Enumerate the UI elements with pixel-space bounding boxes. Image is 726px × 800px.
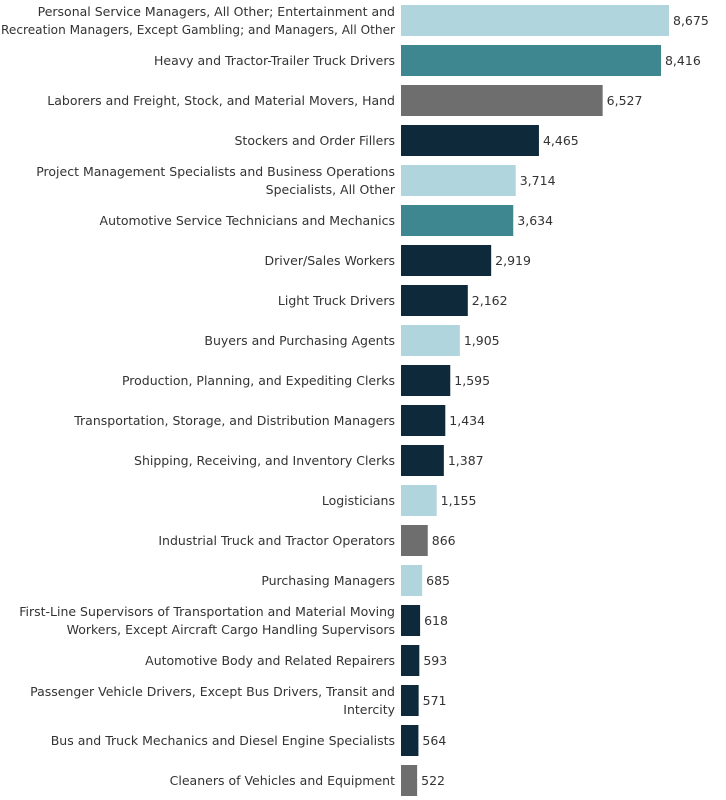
bars-layer bbox=[401, 5, 669, 796]
bar-9 bbox=[401, 365, 451, 396]
category-label-16: Automotive Body and Related Repairers bbox=[145, 653, 395, 668]
value-label-6: 2,919 bbox=[495, 253, 531, 268]
category-label-9: Production, Planning, and Expediting Cle… bbox=[122, 373, 395, 388]
category-label-3: Stockers and Order Fillers bbox=[235, 133, 396, 148]
category-label-12: Logisticians bbox=[322, 493, 395, 508]
value-label-2: 6,527 bbox=[607, 93, 643, 108]
bar-3 bbox=[401, 125, 539, 156]
value-label-4: 3,714 bbox=[520, 173, 556, 188]
bar-15 bbox=[401, 605, 421, 636]
value-label-16: 593 bbox=[423, 653, 447, 668]
bar-10 bbox=[401, 405, 446, 436]
value-label-19: 522 bbox=[421, 773, 445, 788]
bar-13 bbox=[401, 525, 428, 556]
value-label-18: 564 bbox=[422, 733, 446, 748]
value-label-14: 685 bbox=[426, 573, 450, 588]
value-label-10: 1,434 bbox=[449, 413, 485, 428]
category-label-0-line-1: Recreation Managers, Except Gambling; an… bbox=[1, 22, 396, 37]
bar-19 bbox=[401, 765, 418, 796]
category-label-5: Automotive Service Technicians and Mecha… bbox=[100, 213, 395, 228]
bar-7 bbox=[401, 285, 468, 316]
bar-1 bbox=[401, 45, 661, 76]
value-label-0: 8,675 bbox=[673, 13, 709, 28]
value-label-5: 3,634 bbox=[517, 213, 553, 228]
category-label-15-line-0: First-Line Supervisors of Transportation… bbox=[19, 604, 395, 619]
bar-0 bbox=[401, 5, 669, 36]
bar-2 bbox=[401, 85, 603, 116]
category-label-4-line-0: Project Management Specialists and Busin… bbox=[36, 164, 395, 179]
category-label-10: Transportation, Storage, and Distributio… bbox=[73, 413, 395, 428]
bar-18 bbox=[401, 725, 419, 756]
category-labels: Personal Service Managers, All Other; En… bbox=[1, 4, 396, 788]
value-label-3: 4,465 bbox=[543, 133, 579, 148]
category-label-13: Industrial Truck and Tractor Operators bbox=[158, 533, 395, 548]
bar-4 bbox=[401, 165, 516, 196]
category-label-11: Shipping, Receiving, and Inventory Clerk… bbox=[134, 453, 395, 468]
category-label-15-line-1: Workers, Except Aircraft Cargo Handling … bbox=[67, 622, 395, 637]
bar-16 bbox=[401, 645, 420, 676]
bar-5 bbox=[401, 205, 514, 236]
category-label-17-line-1: Intercity bbox=[343, 702, 395, 717]
category-label-17-line-0: Passenger Vehicle Drivers, Except Bus Dr… bbox=[30, 684, 395, 699]
value-label-1: 8,416 bbox=[665, 53, 701, 68]
category-label-6: Driver/Sales Workers bbox=[265, 253, 395, 268]
bar-11 bbox=[401, 445, 444, 476]
bar-12 bbox=[401, 485, 437, 516]
category-label-8: Buyers and Purchasing Agents bbox=[204, 333, 395, 348]
value-label-12: 1,155 bbox=[441, 493, 477, 508]
value-labels: 8,675 8,416 6,527 4,465 3,714 3,634 2,919 2,162… bbox=[421, 13, 709, 788]
category-label-4-line-1: Specialists, All Other bbox=[266, 182, 396, 197]
value-label-17: 571 bbox=[423, 693, 447, 708]
value-label-8: 1,905 bbox=[464, 333, 500, 348]
value-label-9: 1,595 bbox=[454, 373, 490, 388]
category-label-2: Laborers and Freight, Stock, and Materia… bbox=[47, 93, 395, 108]
category-label-19: Cleaners of Vehicles and Equipment bbox=[170, 773, 395, 788]
value-label-11: 1,387 bbox=[448, 453, 484, 468]
bar-6 bbox=[401, 245, 492, 276]
bar-17 bbox=[401, 685, 419, 716]
value-label-13: 866 bbox=[432, 533, 456, 548]
value-label-7: 2,162 bbox=[472, 293, 508, 308]
category-label-7: Light Truck Drivers bbox=[278, 293, 395, 308]
category-label-1: Heavy and Tractor-Trailer Truck Drivers bbox=[154, 53, 395, 68]
bar-14 bbox=[401, 565, 423, 596]
bar-8 bbox=[401, 325, 460, 356]
category-label-18: Bus and Truck Mechanics and Diesel Engin… bbox=[51, 733, 395, 748]
category-label-14: Purchasing Managers bbox=[261, 573, 395, 588]
category-label-0-line-0: Personal Service Managers, All Other; En… bbox=[38, 4, 395, 19]
value-label-15: 618 bbox=[424, 613, 448, 628]
